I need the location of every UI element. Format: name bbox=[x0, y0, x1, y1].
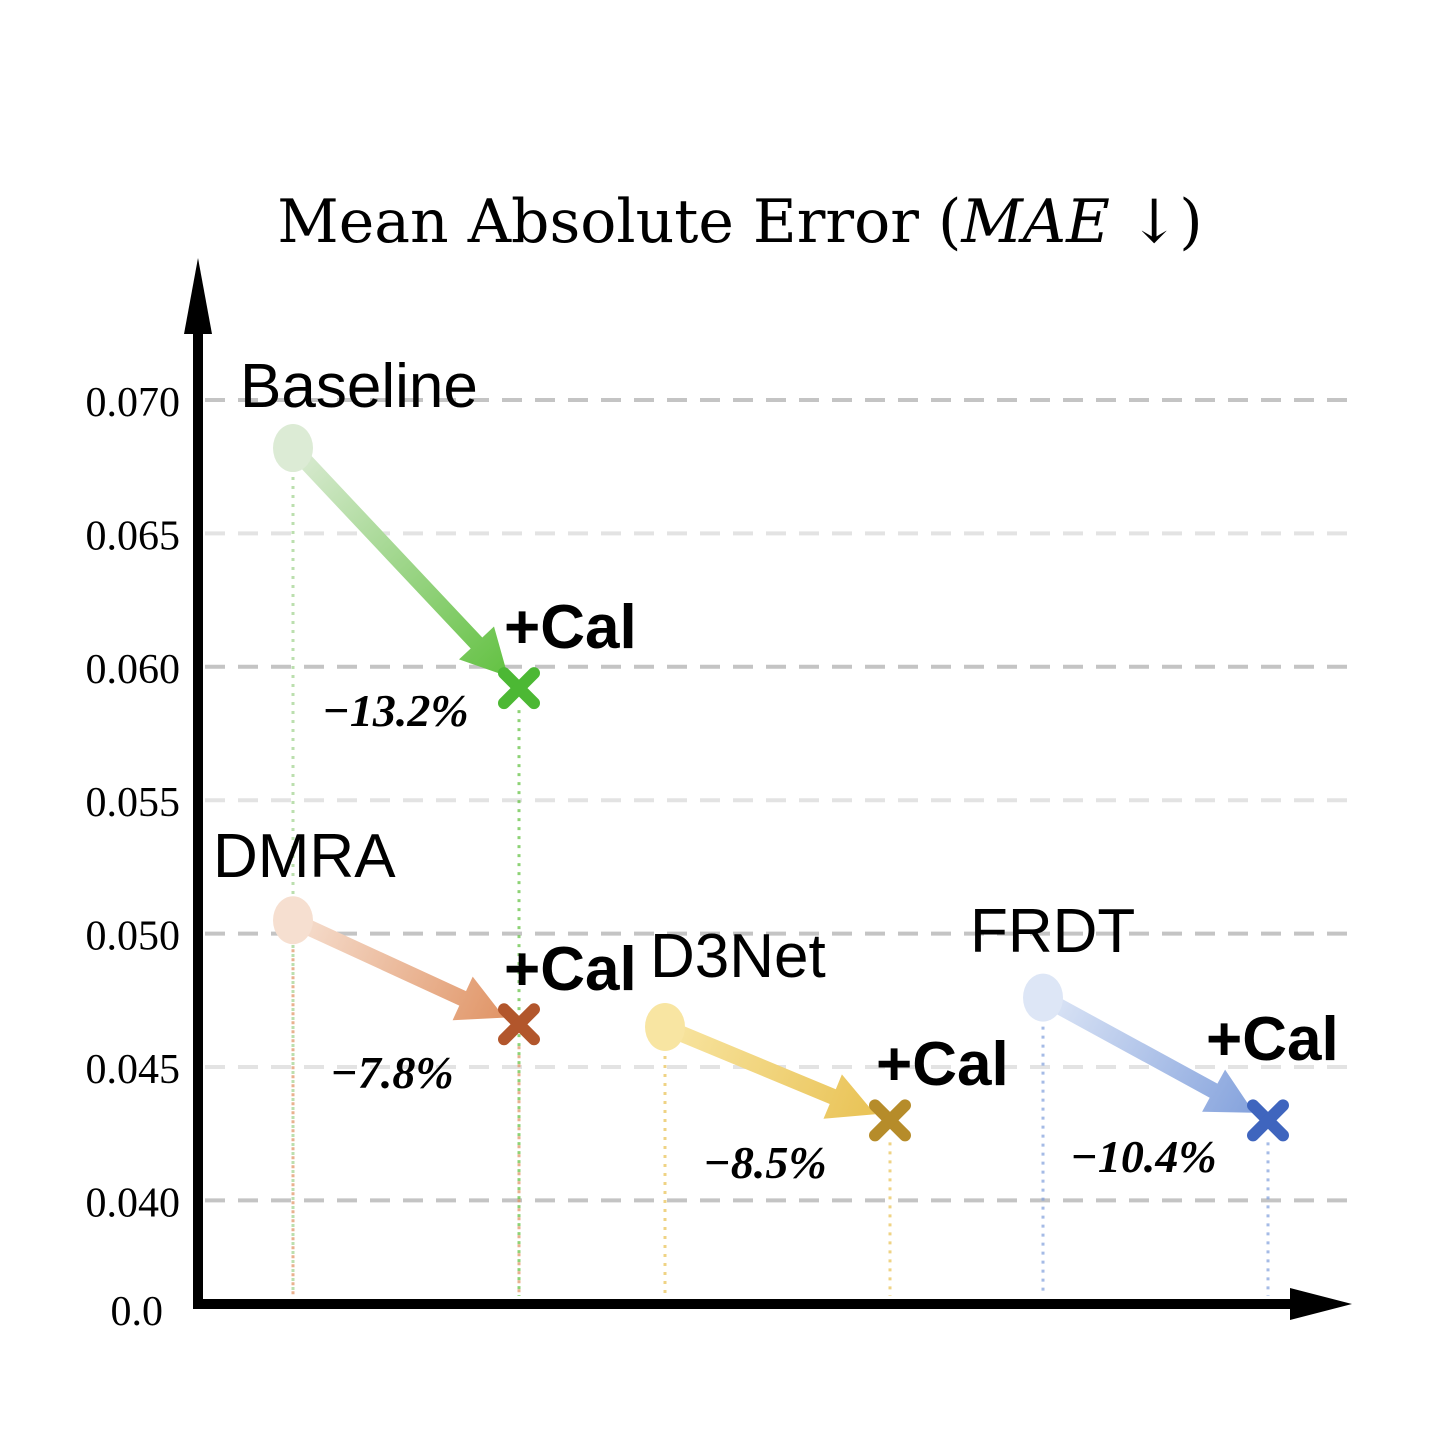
y-tick-label: 0.050 bbox=[86, 914, 181, 960]
y-tick-label: 0.0 bbox=[111, 1289, 164, 1335]
baseline-point bbox=[645, 1002, 685, 1051]
calibrated-marker bbox=[869, 1099, 911, 1142]
y-tick-label: 0.055 bbox=[86, 780, 181, 826]
calibrated-label: +Cal bbox=[504, 593, 637, 662]
y-axis-arrowhead bbox=[184, 258, 212, 334]
change-label: −10.4% bbox=[1070, 1131, 1217, 1182]
chart-title: Mean Absolute Error (MAE ↓) bbox=[277, 187, 1202, 257]
baseline-point bbox=[273, 424, 313, 473]
change-label: −8.5% bbox=[703, 1137, 827, 1188]
y-tick-label: 0.060 bbox=[86, 647, 181, 693]
improvement-arrow bbox=[671, 1023, 876, 1119]
baseline-point bbox=[273, 896, 313, 945]
y-tick-label: 0.045 bbox=[86, 1047, 181, 1093]
axes bbox=[184, 258, 1352, 1320]
calibrated-label: +Cal bbox=[876, 1030, 1009, 1099]
series: Baseline+Cal−13.2%DMRA+Cal−7.8%D3Net+Cal… bbox=[213, 352, 1339, 1188]
y-tick-label: 0.040 bbox=[86, 1180, 181, 1226]
method-label: Baseline bbox=[240, 352, 478, 421]
method-label: DMRA bbox=[213, 822, 396, 891]
y-tick-label: 0.065 bbox=[86, 513, 181, 559]
improvement-arrow bbox=[1047, 995, 1254, 1113]
calibrated-marker bbox=[498, 667, 540, 710]
change-label: −7.8% bbox=[330, 1047, 454, 1098]
improvement-arrow bbox=[298, 917, 505, 1021]
improvement-arrow bbox=[294, 449, 508, 677]
y-tick-label: 0.070 bbox=[86, 380, 181, 426]
calibrated-marker bbox=[1247, 1099, 1289, 1142]
calibrated-label: +Cal bbox=[1206, 1005, 1339, 1074]
calibrated-label: +Cal bbox=[504, 935, 637, 1004]
change-label: −13.2% bbox=[322, 685, 469, 736]
y-tick-labels: 0.0 0.040 0.045 0.050 0.055 0.060 0.065 0.070 bbox=[86, 380, 181, 1335]
stems bbox=[291, 468, 1270, 1296]
baseline-point bbox=[1023, 973, 1063, 1022]
x-axis-arrowhead bbox=[1290, 1288, 1352, 1320]
method-label: D3Net bbox=[650, 922, 826, 991]
method-label: FRDT bbox=[970, 897, 1135, 966]
calibrated-marker bbox=[498, 1003, 540, 1046]
